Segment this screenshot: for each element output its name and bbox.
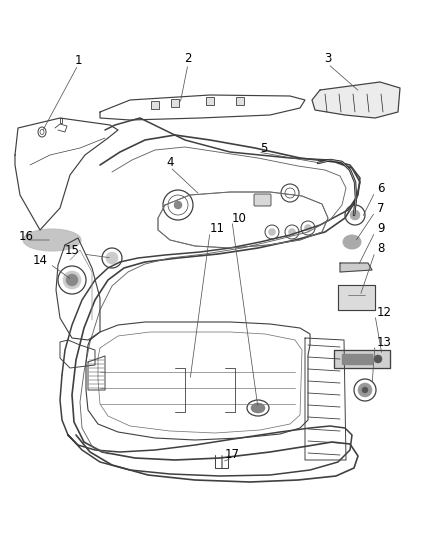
- Ellipse shape: [66, 274, 78, 286]
- Polygon shape: [334, 350, 390, 368]
- Polygon shape: [340, 263, 372, 272]
- Polygon shape: [312, 82, 400, 118]
- Polygon shape: [342, 354, 372, 364]
- Ellipse shape: [304, 224, 311, 231]
- FancyBboxPatch shape: [254, 194, 271, 206]
- Text: 14: 14: [33, 254, 48, 266]
- Text: 5: 5: [260, 141, 267, 155]
- Ellipse shape: [174, 201, 182, 209]
- Text: 17: 17: [225, 448, 240, 461]
- Text: 3: 3: [324, 52, 332, 64]
- Polygon shape: [338, 285, 375, 310]
- Text: 8: 8: [377, 241, 385, 254]
- Text: 11: 11: [210, 222, 225, 235]
- Bar: [171, 99, 179, 107]
- Text: 13: 13: [377, 335, 392, 349]
- Text: 16: 16: [18, 230, 33, 243]
- Ellipse shape: [268, 229, 276, 236]
- Ellipse shape: [350, 210, 360, 220]
- Bar: [151, 101, 159, 109]
- Text: 15: 15: [65, 244, 80, 256]
- Ellipse shape: [23, 229, 81, 251]
- Text: 2: 2: [184, 52, 192, 64]
- Ellipse shape: [106, 252, 118, 264]
- Ellipse shape: [63, 271, 81, 289]
- Ellipse shape: [343, 235, 361, 249]
- Ellipse shape: [362, 387, 368, 393]
- Ellipse shape: [358, 383, 372, 397]
- Text: 4: 4: [166, 156, 174, 168]
- Text: 6: 6: [377, 182, 385, 195]
- Text: 12: 12: [377, 305, 392, 319]
- Text: 7: 7: [377, 201, 385, 214]
- Bar: [236, 97, 244, 105]
- Text: 10: 10: [232, 212, 247, 224]
- Text: 1: 1: [74, 53, 82, 67]
- Ellipse shape: [374, 355, 382, 363]
- Ellipse shape: [289, 229, 296, 236]
- Bar: [206, 97, 214, 105]
- Ellipse shape: [251, 403, 265, 413]
- Text: 9: 9: [377, 222, 385, 235]
